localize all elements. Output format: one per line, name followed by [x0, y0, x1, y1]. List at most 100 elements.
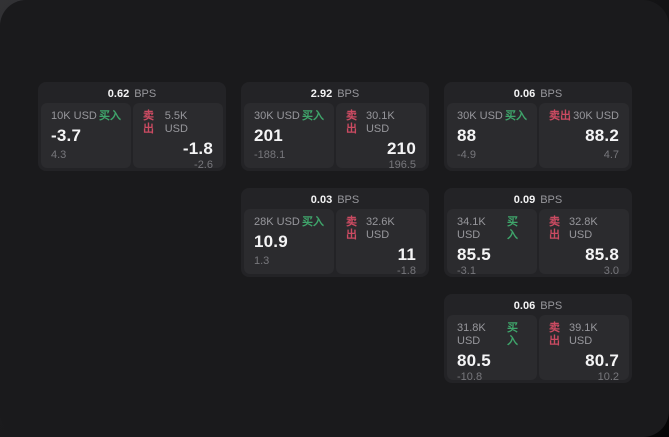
buy-panel[interactable]: 34.1K USD 买入 85.5 -3.1 — [447, 209, 537, 277]
sell-price: 80.7 — [585, 351, 619, 370]
buy-panel-header: 10K USD 买入 — [51, 110, 121, 123]
bps-unit: BPS — [337, 194, 360, 206]
quote-card: 0.06 BPS 31.8K USD 买入 80.5 -10.8 卖出 39.1… — [444, 294, 632, 383]
buy-price: 80.5 — [457, 351, 491, 370]
sell-price: 88.2 — [585, 126, 619, 145]
sell-notional: 5.5K USD — [164, 110, 188, 135]
sell-panel-header: 卖出 39.1K USD — [549, 322, 619, 348]
bps-header: 0.62 BPS — [41, 85, 223, 103]
buy-price: 201 — [254, 126, 283, 145]
buy-price: 88 — [457, 126, 477, 145]
bps-header: 0.06 BPS — [447, 85, 629, 103]
sell-panel-header: 卖出 32.8K USD — [549, 216, 619, 242]
buy-notional: 30K USD — [457, 110, 503, 122]
sell-notional: 32.8K USD — [568, 216, 598, 241]
buy-side-label: 买入 — [507, 322, 519, 347]
sell-panel[interactable]: 卖出 30K USD 88.2 4.7 — [539, 103, 629, 168]
sell-side-label: 卖出 — [549, 216, 560, 241]
buy-side-label: 买入 — [507, 216, 519, 241]
buy-notional: 10K USD — [51, 110, 97, 122]
buy-side-label: 买入 — [302, 216, 324, 228]
sell-panel[interactable]: 卖出 39.1K USD 80.7 10.2 — [539, 315, 629, 383]
bps-value: 0.09 — [513, 194, 536, 206]
buy-panel-header: 30K USD 买入 — [254, 110, 324, 123]
buy-sub-value: -10.8 — [457, 371, 483, 383]
buy-price: -3.7 — [51, 126, 82, 145]
quote-card: 0.09 BPS 34.1K USD 买入 85.5 -3.1 卖出 32.8K… — [444, 188, 632, 277]
quote-panels: 34.1K USD 买入 85.5 -3.1 卖出 32.8K USD 85.8… — [447, 209, 629, 277]
buy-sub-value: -4.9 — [457, 149, 476, 161]
quote-panels: 28K USD 买入 10.9 1.3 卖出 32.6K USD 11 -1.8 — [244, 209, 426, 277]
buy-panel[interactable]: 30K USD 买入 201 -188.1 — [244, 103, 334, 168]
sell-sub-value: -1.8 — [397, 265, 416, 277]
quote-panels: 10K USD 买入 -3.7 4.3 卖出 5.5K USD -1.8 -2.… — [41, 103, 223, 171]
sell-sub-value: 196.5 — [388, 159, 416, 171]
buy-sub-value: 4.3 — [51, 149, 67, 161]
buy-panel[interactable]: 10K USD 买入 -3.7 4.3 — [41, 103, 131, 168]
buy-sub-value: -188.1 — [254, 149, 286, 161]
buy-panel-header: 30K USD 买入 — [457, 110, 527, 123]
sell-panel[interactable]: 卖出 30.1K USD 210 196.5 — [336, 103, 426, 171]
bps-unit: BPS — [337, 88, 360, 100]
buy-sub-value: -3.1 — [457, 265, 476, 277]
sell-panel-header: 卖出 30.1K USD — [346, 110, 416, 136]
sell-price: 85.8 — [585, 245, 619, 264]
quote-card: 0.06 BPS 30K USD 买入 88 -4.9 卖出 30K USD 8… — [444, 82, 632, 171]
quote-card: 2.92 BPS 30K USD 买入 201 -188.1 卖出 30.1K … — [241, 82, 429, 171]
sell-notional: 30.1K USD — [365, 110, 395, 135]
sell-notional: 32.6K USD — [365, 216, 395, 241]
buy-price: 10.9 — [254, 232, 288, 251]
quote-card: 0.62 BPS 10K USD 买入 -3.7 4.3 卖出 5.5K USD… — [38, 82, 226, 171]
quote-panels: 30K USD 买入 201 -188.1 卖出 30.1K USD 210 1… — [244, 103, 426, 171]
sell-panel-header: 卖出 30K USD — [549, 110, 619, 123]
buy-side-label: 买入 — [302, 110, 324, 122]
bps-unit: BPS — [540, 300, 563, 312]
buy-notional: 28K USD — [254, 216, 300, 228]
sell-side-label: 卖出 — [143, 110, 154, 135]
sell-sub-value: 10.2 — [597, 371, 619, 383]
bps-value: 0.03 — [310, 194, 333, 206]
buy-panel[interactable]: 28K USD 买入 10.9 1.3 — [244, 209, 334, 274]
buy-panel-header: 34.1K USD 买入 — [457, 216, 527, 242]
buy-panel-header: 28K USD 买入 — [254, 216, 324, 229]
sell-panel[interactable]: 卖出 5.5K USD -1.8 -2.6 — [133, 103, 223, 171]
buy-sub-value: 1.3 — [254, 255, 270, 267]
sell-side-label: 卖出 — [549, 322, 560, 347]
buy-side-label: 买入 — [99, 110, 121, 122]
bps-value: 0.06 — [513, 88, 536, 100]
sell-panel[interactable]: 卖出 32.8K USD 85.8 3.0 — [539, 209, 629, 277]
buy-side-label: 买入 — [505, 110, 527, 122]
sell-price: 210 — [387, 139, 416, 158]
quote-card-grid: 0.62 BPS 10K USD 买入 -3.7 4.3 卖出 5.5K USD… — [38, 82, 632, 383]
buy-price: 85.5 — [457, 245, 491, 264]
sell-sub-value: 4.7 — [603, 149, 619, 161]
sell-panel-header: 卖出 5.5K USD — [143, 110, 213, 136]
sell-price: -1.8 — [182, 139, 213, 158]
sell-notional: 30K USD — [573, 110, 619, 122]
sell-side-label: 卖出 — [549, 110, 571, 122]
sell-notional: 39.1K USD — [568, 322, 598, 347]
bps-header: 0.03 BPS — [244, 191, 426, 209]
buy-panel-header: 31.8K USD 买入 — [457, 322, 527, 348]
sell-sub-value: -2.6 — [194, 159, 213, 171]
buy-notional: 30K USD — [254, 110, 300, 122]
quote-panels: 30K USD 买入 88 -4.9 卖出 30K USD 88.2 4.7 — [447, 103, 629, 168]
bps-unit: BPS — [134, 88, 157, 100]
quote-card: 0.03 BPS 28K USD 买入 10.9 1.3 卖出 32.6K US… — [241, 188, 429, 277]
bps-header: 2.92 BPS — [244, 85, 426, 103]
sell-price: 11 — [397, 245, 416, 264]
buy-panel[interactable]: 30K USD 买入 88 -4.9 — [447, 103, 537, 168]
sell-panel-header: 卖出 32.6K USD — [346, 216, 416, 242]
bps-unit: BPS — [540, 88, 563, 100]
bps-unit: BPS — [540, 194, 563, 206]
bps-value: 0.06 — [513, 300, 536, 312]
buy-panel[interactable]: 31.8K USD 买入 80.5 -10.8 — [447, 315, 537, 383]
bps-value: 0.62 — [107, 88, 130, 100]
bps-header: 0.06 BPS — [447, 297, 629, 315]
sell-panel[interactable]: 卖出 32.6K USD 11 -1.8 — [336, 209, 426, 277]
buy-notional: 31.8K USD — [457, 322, 486, 347]
bps-header: 0.09 BPS — [447, 191, 629, 209]
buy-notional: 34.1K USD — [457, 216, 486, 241]
sell-side-label: 卖出 — [346, 216, 357, 241]
quote-panels: 31.8K USD 买入 80.5 -10.8 卖出 39.1K USD 80.… — [447, 315, 629, 383]
